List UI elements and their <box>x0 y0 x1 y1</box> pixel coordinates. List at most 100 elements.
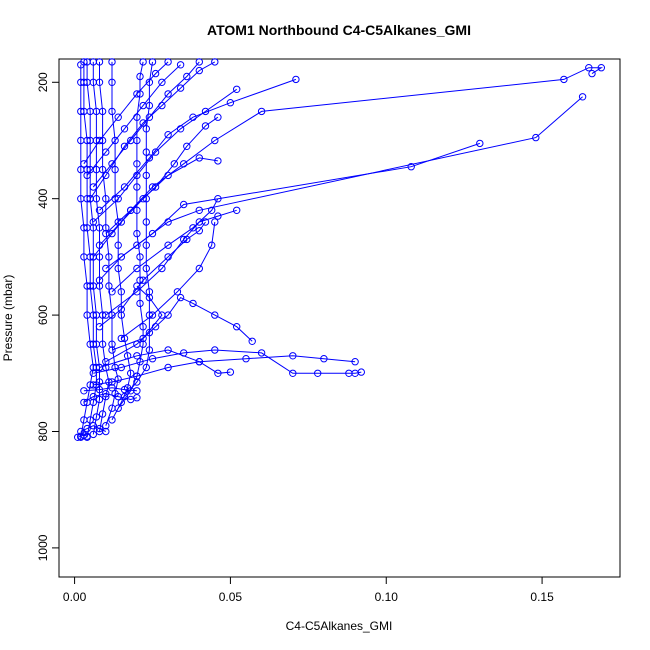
data-point <box>351 358 359 366</box>
data-point <box>83 432 91 440</box>
data-point <box>142 363 151 372</box>
data-point <box>151 69 160 78</box>
data-point <box>105 282 113 290</box>
data-point <box>95 241 104 249</box>
series-13 <box>117 218 219 343</box>
data-point <box>195 206 204 215</box>
data-point <box>289 369 297 377</box>
data-point <box>180 200 188 209</box>
data-point <box>95 424 104 433</box>
chart-title: ATOM1 Northbound C4-C5Alkanes_GMI <box>207 22 471 38</box>
data-point <box>145 78 154 87</box>
series-6 <box>114 58 147 412</box>
data-point <box>117 311 126 319</box>
data-point <box>86 416 94 424</box>
data-point <box>95 276 104 284</box>
data-point <box>120 385 129 394</box>
y-tick-label: 800 <box>36 421 50 441</box>
data-point <box>314 369 322 377</box>
data-point <box>86 195 94 203</box>
data-point <box>560 75 568 84</box>
data-point <box>133 229 141 238</box>
y-tick-label: 1000 <box>36 534 50 561</box>
data-point <box>201 122 210 130</box>
data-point <box>89 253 98 261</box>
series-line-4 <box>99 61 119 426</box>
series-layer <box>74 58 605 441</box>
data-point <box>92 413 101 421</box>
data-point <box>133 394 141 402</box>
series-19 <box>89 64 605 261</box>
data-point <box>133 288 141 296</box>
data-point <box>133 372 141 380</box>
data-point <box>211 136 219 145</box>
data-point <box>114 195 122 203</box>
series-line-23 <box>99 78 297 211</box>
data-point <box>108 416 116 424</box>
data-point <box>357 368 365 376</box>
data-point <box>257 349 266 357</box>
y-tick-label: 400 <box>36 188 50 208</box>
data-point <box>108 346 116 354</box>
data-point <box>95 282 104 290</box>
data-point <box>114 241 122 249</box>
series-22 <box>89 85 241 226</box>
data-point <box>142 218 151 226</box>
series-line-0 <box>80 64 94 438</box>
data-point <box>117 288 126 296</box>
series-30 <box>77 422 110 436</box>
data-point <box>183 72 191 81</box>
data-point <box>139 195 147 203</box>
data-point <box>133 183 141 191</box>
data-point <box>139 334 147 343</box>
data-point <box>133 241 141 249</box>
y-tick-label: 600 <box>36 305 50 325</box>
series-16 <box>108 195 222 296</box>
series-12 <box>108 282 166 354</box>
data-point <box>170 160 179 168</box>
data-point <box>102 390 110 398</box>
data-point <box>108 378 116 386</box>
data-point <box>226 99 235 107</box>
data-point <box>164 58 172 66</box>
data-point <box>133 160 141 168</box>
data-point <box>108 107 116 116</box>
data-point <box>292 75 300 84</box>
data-point <box>195 227 204 235</box>
data-point <box>120 142 129 151</box>
data-point <box>133 352 141 360</box>
series-21 <box>102 113 222 238</box>
series-line-2 <box>86 61 100 435</box>
series-28 <box>80 390 141 407</box>
data-point <box>83 171 91 180</box>
series-29 <box>80 384 141 395</box>
data-point <box>98 107 107 116</box>
data-point <box>320 355 328 363</box>
data-point <box>89 369 98 377</box>
data-point <box>142 241 151 249</box>
data-point <box>211 346 219 354</box>
series-line-25 <box>92 61 200 188</box>
data-point <box>136 299 144 308</box>
data-point <box>80 431 88 439</box>
data-point <box>105 253 113 261</box>
data-point <box>89 398 98 407</box>
data-point <box>98 340 107 348</box>
series-24 <box>86 58 219 203</box>
data-point <box>195 154 204 162</box>
data-point <box>148 355 157 363</box>
data-point <box>195 58 204 66</box>
data-point <box>111 136 119 145</box>
data-point <box>226 368 235 376</box>
data-point <box>127 206 135 215</box>
data-point <box>476 139 484 148</box>
data-point <box>133 90 141 98</box>
series-line-27 <box>83 61 169 165</box>
data-point <box>102 264 110 273</box>
series-line-13 <box>121 221 216 339</box>
data-point <box>102 422 110 430</box>
data-point <box>233 85 241 94</box>
data-point <box>95 378 104 386</box>
data-point <box>176 293 185 302</box>
series-line-7 <box>124 61 153 397</box>
